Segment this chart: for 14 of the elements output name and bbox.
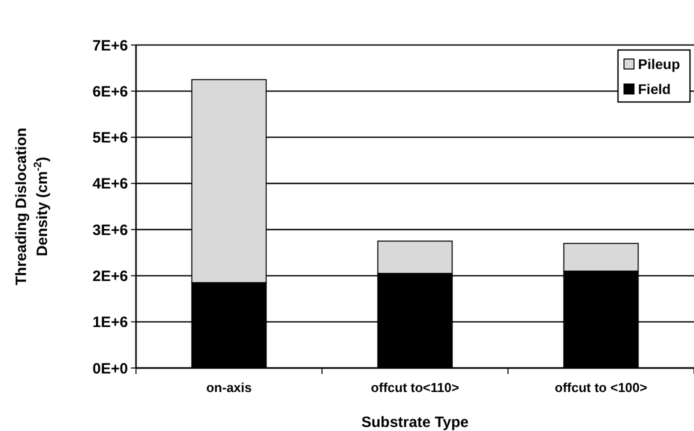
x-tick-label: on-axis <box>206 380 252 395</box>
y-tick-label: 6E+6 <box>92 83 128 100</box>
y-tick-label: 7E+6 <box>92 37 128 54</box>
y-tick-label: 2E+6 <box>92 268 128 285</box>
x-axis-title: Substrate Type <box>361 414 469 431</box>
y-tick-label: 3E+6 <box>92 222 128 239</box>
legend-label: Field <box>638 80 671 97</box>
y-tick-label: 4E+6 <box>92 176 128 193</box>
legend-label: Pileup <box>638 56 680 72</box>
y-tick-label: 1E+6 <box>92 314 128 332</box>
y-tick-label: 5E+6 <box>92 130 128 147</box>
x-tick-label: offcut to <100> <box>554 380 648 395</box>
y-tick-label: 0E+0 <box>92 360 128 378</box>
x-tick-label: offcut to<110> <box>370 380 460 395</box>
